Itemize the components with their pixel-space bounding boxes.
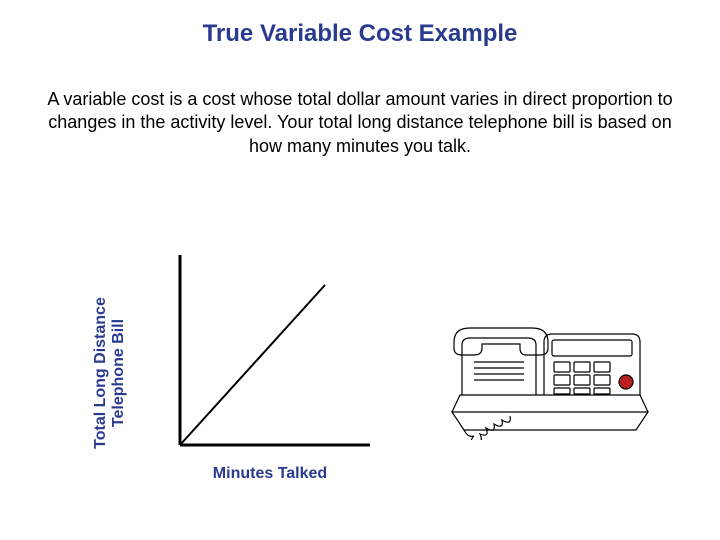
cost-line [180,285,325,445]
x-axis-label: Minutes Talked [170,465,370,483]
variable-cost-chart: Total Long Distance Telephone Bill Minut… [100,255,360,485]
slide: True Variable Cost Example A variable co… [0,0,720,540]
telephone-illustration [440,300,660,440]
body-paragraph: A variable cost is a cost whose total do… [30,88,690,158]
y-axis-label: Total Long Distance Telephone Bill [92,273,128,473]
chart-plot [170,255,370,455]
page-title: True Variable Cost Example [0,20,720,48]
phone-icon [440,300,660,440]
phone-red-button-icon [619,375,633,389]
